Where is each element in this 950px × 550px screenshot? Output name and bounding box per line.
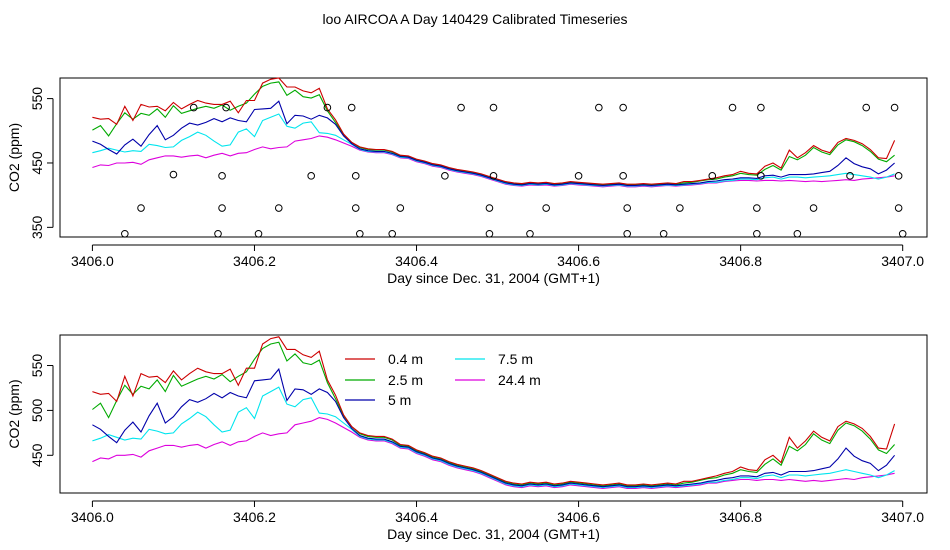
- top-point-marker: [708, 172, 717, 180]
- bottom-y-tick-label: 450: [29, 443, 45, 467]
- top-point-marker: [659, 229, 668, 238]
- bottom-x-tick-label: 3406.8: [719, 509, 762, 525]
- legend-label-24-4-m: 24.4 m: [498, 372, 541, 388]
- top-point-marker: [441, 172, 449, 180]
- top-point-marker: [323, 103, 332, 112]
- top-point-marker: [457, 103, 465, 112]
- top-y-tick-label: 450: [29, 151, 45, 175]
- bottom-x-tick-label: 3406.6: [557, 509, 600, 525]
- top-point-marker: [894, 172, 903, 180]
- top-point-marker: [862, 103, 871, 112]
- top-point-marker: [898, 229, 907, 238]
- top-point-marker: [214, 229, 222, 238]
- top-point-marker: [890, 103, 899, 112]
- bottom-y-tick-label: 500: [29, 399, 45, 423]
- top-point-marker: [753, 229, 761, 238]
- top-point-marker: [169, 170, 178, 179]
- top-point-marker: [619, 172, 627, 180]
- top-y-tick-label: 350: [29, 215, 45, 239]
- bottom-series-0-4-m: [92, 336, 896, 486]
- bottom-x-tick-label: 3406.4: [395, 509, 438, 525]
- top-point-marker: [526, 229, 534, 238]
- top-x-tick-label: 3406.4: [395, 253, 438, 269]
- top-point-marker: [757, 172, 765, 180]
- top-point-marker: [846, 172, 854, 180]
- top-point-marker: [753, 204, 761, 212]
- bottom-y-tick-label: 550: [29, 354, 45, 378]
- bottom-series-7-5-m: [92, 386, 895, 489]
- top-y-tick-label: 550: [29, 87, 45, 111]
- bottom-y-axis-label: CO2 (ppm): [6, 379, 22, 448]
- bottom-x-tick-label: 3406.0: [71, 509, 114, 525]
- top-point-marker: [485, 204, 494, 212]
- top-point-marker: [218, 204, 226, 212]
- chart-title: loo AIRCOA A Day 140429 Calibrated Times…: [322, 11, 627, 27]
- top-x-tick-label: 3406.2: [233, 253, 276, 269]
- bottom-x-tick-label: 3407.0: [881, 509, 924, 525]
- top-plot-frame: [59, 77, 928, 238]
- top-point-marker: [485, 229, 494, 238]
- top-point-marker: [137, 204, 145, 212]
- top-x-tick-label: 3406.0: [71, 253, 114, 269]
- top-series-0-4-m: [92, 77, 896, 185]
- top-point-marker: [809, 204, 818, 212]
- top-point-marker: [595, 103, 603, 112]
- top-point-marker: [222, 103, 230, 112]
- top-panel: 3406.0 3406.2 3406.4 3406.6 3406.8 3407.0 Day …: [6, 77, 928, 286]
- bottom-plot-frame: [59, 334, 928, 494]
- top-point-marker: [489, 172, 498, 180]
- top-point-marker: [894, 204, 903, 212]
- top-point-marker: [757, 103, 765, 112]
- top-point-marker: [676, 204, 684, 212]
- top-point-marker: [351, 204, 360, 212]
- top-point-marker: [189, 103, 198, 112]
- top-point-marker: [728, 103, 737, 112]
- top-x-tick-label: 3407.0: [881, 253, 924, 269]
- bottom-x-axis-label: Day since Dec. 31, 2004 (GMT+1): [387, 526, 600, 542]
- top-point-marker: [347, 103, 356, 112]
- top-point-marker: [351, 172, 360, 180]
- top-point-marker: [356, 229, 364, 238]
- bottom-series-24-4-m: [92, 417, 895, 490]
- top-point-marker: [388, 229, 397, 238]
- top-point-marker: [574, 172, 583, 180]
- top-point-marker: [489, 103, 498, 112]
- top-x-axis-label: Day since Dec. 31, 2004 (GMT+1): [387, 270, 600, 286]
- top-x-tick-label: 3406.6: [557, 253, 600, 269]
- top-point-marker: [274, 204, 283, 212]
- bottom-series-2-5-m: [92, 341, 896, 487]
- legend-label-7-5-m: 7.5 m: [498, 351, 533, 367]
- legend-label-5-m: 5 m: [388, 392, 411, 408]
- top-point-marker: [121, 229, 129, 238]
- top-point-marker: [307, 172, 315, 180]
- top-point-marker: [623, 229, 631, 238]
- bottom-series-5-m: [92, 367, 896, 488]
- top-series-24-4-m: [92, 135, 895, 188]
- top-y-axis-label: CO2 (ppm): [6, 123, 22, 192]
- top-point-marker: [623, 204, 631, 212]
- top-point-marker: [254, 229, 263, 238]
- top-point-marker: [542, 204, 550, 212]
- top-point-marker: [218, 172, 226, 180]
- legend-label-0-4-m: 0.4 m: [388, 351, 423, 367]
- top-point-marker: [793, 229, 802, 238]
- bottom-x-tick-label: 3406.2: [233, 509, 276, 525]
- bottom-panel: 3406.0 3406.2 3406.4 3406.6 3406.8 3407.0 Day …: [6, 334, 928, 542]
- legend-label-2-5-m: 2.5 m: [388, 372, 423, 388]
- top-x-tick-label: 3406.8: [719, 253, 762, 269]
- top-series-2-5-m: [92, 81, 895, 186]
- top-point-marker: [396, 204, 405, 212]
- top-point-marker: [619, 103, 627, 112]
